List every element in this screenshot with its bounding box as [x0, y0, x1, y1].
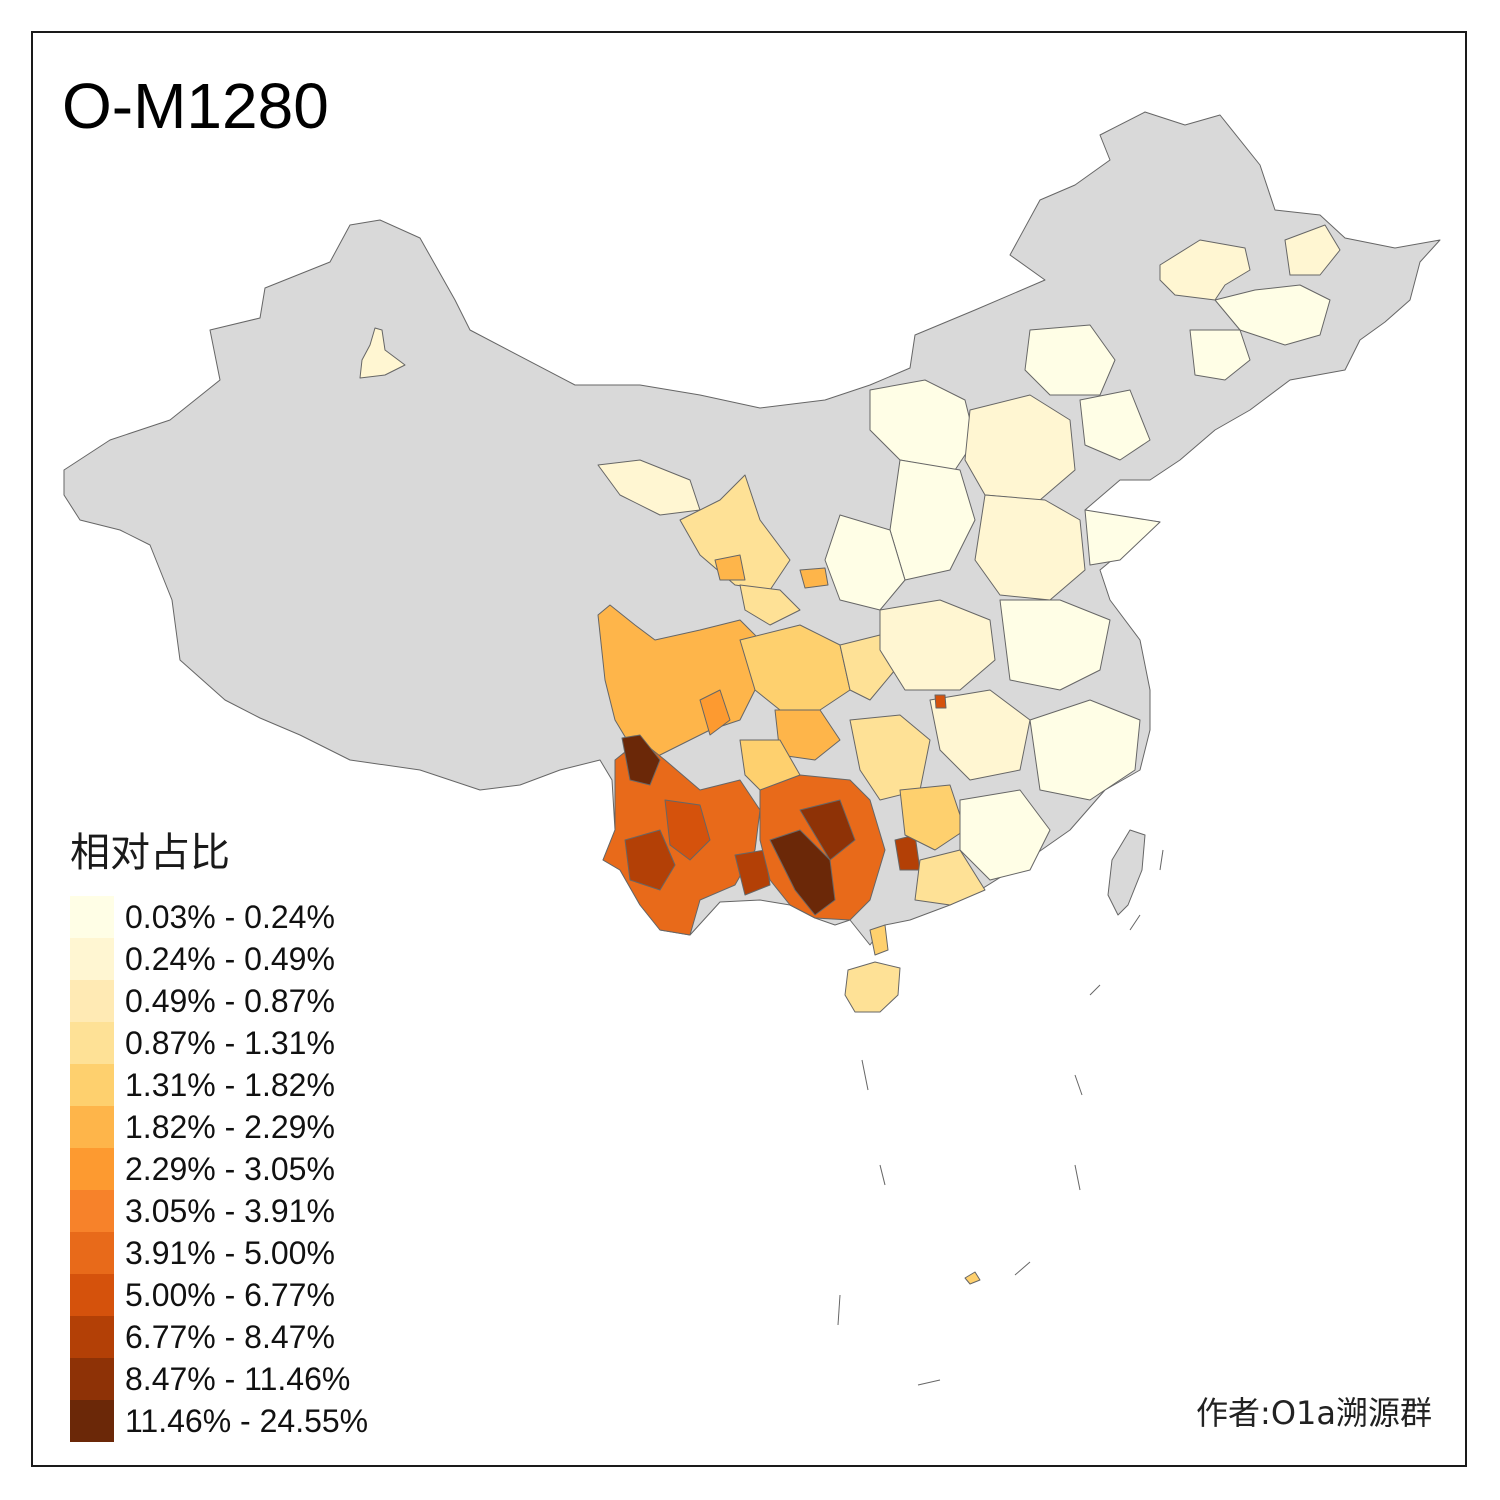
map-title: O-M1280 — [62, 70, 329, 142]
legend-label: 6.77% - 8.47% — [125, 1318, 335, 1355]
legend-swatch — [70, 1316, 114, 1358]
legend-item: 2.29% - 3.05% — [70, 1148, 368, 1190]
legend-swatch — [70, 1358, 114, 1400]
legend-swatch — [70, 1022, 114, 1064]
legend-title: 相对占比 — [70, 830, 230, 876]
legend-item: 3.05% - 3.91% — [70, 1190, 368, 1232]
legend-item: 8.47% - 11.46% — [70, 1358, 368, 1400]
legend-item: 1.31% - 1.82% — [70, 1064, 368, 1106]
legend-swatch — [70, 1148, 114, 1190]
legend-swatch — [70, 938, 114, 980]
legend-item: 0.24% - 0.49% — [70, 938, 368, 980]
legend-label: 3.05% - 3.91% — [125, 1192, 335, 1229]
legend-item: 11.46% - 24.55% — [70, 1400, 368, 1442]
legend-item: 3.91% - 5.00% — [70, 1232, 368, 1274]
legend-swatch — [70, 980, 114, 1022]
legend-label: 1.82% - 2.29% — [125, 1108, 335, 1145]
legend-swatch — [70, 1190, 114, 1232]
region-hainan — [844, 961, 901, 1013]
legend-item: 0.87% - 1.31% — [70, 1022, 368, 1064]
legend-label: 0.03% - 0.24% — [125, 898, 335, 935]
legend-label: 0.24% - 0.49% — [125, 940, 335, 977]
legend-label: 0.87% - 1.31% — [125, 1024, 335, 1061]
author-credit: 作者:O1a溯源群 — [1196, 1394, 1432, 1432]
legend: 相对占比 0.03% - 0.24% 0.24% - 0.49% 0.49% - 0… — [70, 820, 368, 1442]
legend-swatch — [70, 896, 114, 938]
legend-label: 5.00% - 6.77% — [125, 1276, 335, 1313]
legend-item: 6.77% - 8.47% — [70, 1316, 368, 1358]
legend-label: 1.31% - 1.82% — [125, 1066, 335, 1103]
legend-swatch — [70, 1400, 114, 1442]
legend-items: 0.03% - 0.24% 0.24% - 0.49% 0.49% - 0.87% 0… — [70, 896, 368, 1442]
legend-swatch — [70, 1064, 114, 1106]
legend-item: 1.82% - 2.29% — [70, 1106, 368, 1148]
legend-swatch — [70, 1232, 114, 1274]
legend-label: 3.91% - 5.00% — [125, 1234, 335, 1271]
legend-label: 8.47% - 11.46% — [125, 1360, 351, 1397]
legend-label: 2.29% - 3.05% — [125, 1150, 335, 1187]
legend-swatch — [70, 1106, 114, 1148]
legend-item: 5.00% - 6.77% — [70, 1274, 368, 1316]
legend-swatch — [70, 1274, 114, 1316]
region-taiwan — [1107, 829, 1146, 916]
legend-label: 0.49% - 0.87% — [125, 982, 335, 1019]
legend-item: 0.49% - 0.87% — [70, 980, 368, 1022]
legend-label: 11.46% - 24.55% — [125, 1402, 369, 1439]
legend-item: 0.03% - 0.24% — [70, 896, 368, 938]
